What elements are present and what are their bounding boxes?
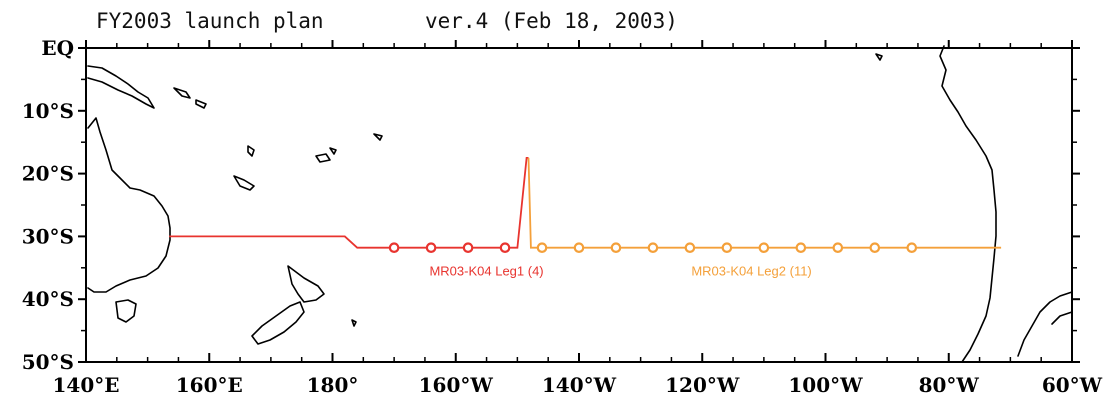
galapagos-island [875,53,883,61]
leg1-track [169,156,529,249]
leg2-station [869,242,881,254]
leg2-station [758,242,770,254]
patagonia-coast-2 [1051,311,1073,325]
y-tick-label: EQ [41,36,74,60]
leg2-station [647,242,659,254]
version-title: ver.4 (Feb 18, 2003) [425,9,678,33]
solomon-island [173,87,191,99]
fiji-island [315,153,331,163]
x-tick-label: 160°W [419,373,494,397]
y-tick-label: 50°S [22,350,74,374]
y-tick-label: 30°S [22,224,74,248]
plan-title: FY2003 launch plan [96,9,324,33]
leg1-label: MR03-K04 Leg1 (4) [429,263,543,278]
tonga-island [373,133,383,141]
leg2-label: MR03-K04 Leg2 (11) [691,263,811,278]
x-tick-label: 160°E [176,373,243,397]
y-tick-label: 40°S [22,287,74,311]
vanuatu-island [247,145,255,157]
coastlines [87,45,1073,363]
leg1-station [462,242,474,254]
y-tick-label: 10°S [22,99,74,123]
x-tick-label: 140°E [53,373,120,397]
x-tick-label: 100°W [788,373,863,397]
x-tick-label: 140°W [542,373,617,397]
axes: 140°E 160°E 180° 160°W 140°W 120°W 100°W 80°W 60… [22,36,1103,397]
leg2-station [536,242,548,254]
new-zealand-south [251,301,305,345]
leg2-track [527,157,1002,249]
new-zealand-north [287,265,325,303]
y-tick-label: 20°S [22,162,74,186]
new-guinea-coast [87,65,155,109]
new-caledonia-island [233,175,255,191]
australia-coast [87,117,171,293]
x-tick-label: 120°W [665,373,740,397]
solomon-island-2 [195,99,207,109]
leg1-station [425,242,437,254]
patagonia-coast [1017,291,1073,357]
leg2-station [684,242,696,254]
leg1-station [388,242,400,254]
x-tick-label: 80°W [919,373,980,397]
tasmania-island [115,299,137,323]
leg2-station [610,242,622,254]
south-america-coast [939,45,997,363]
leg2-station [795,242,807,254]
leg2-station [721,242,733,254]
map-frame [85,47,1073,363]
x-tick-label: 60°W [1042,373,1103,397]
cruise-tracks [169,156,1002,254]
leg2-station [573,242,585,254]
leg2-station [906,242,918,254]
leg1-station [499,242,511,254]
fiji-island-2 [329,147,337,155]
leg2-station [832,242,844,254]
small-island [351,319,357,327]
x-tick-label: 180° [307,373,359,397]
